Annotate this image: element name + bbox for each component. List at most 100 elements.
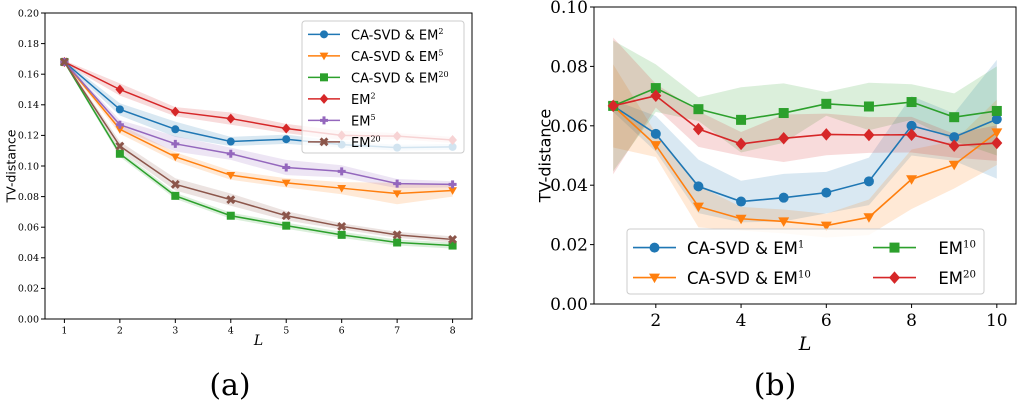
legend-item: CA-SVD & EM10 (633, 269, 811, 288)
x-tick-label: 7 (394, 326, 400, 337)
legend-label-superscript: 20 (963, 269, 976, 280)
data-point (820, 128, 832, 141)
data-point (226, 149, 235, 158)
data-point (393, 238, 402, 247)
legend-marker (319, 93, 329, 104)
series-line (612, 94, 997, 147)
legend-label: CA-SVD & EM20 (351, 70, 449, 86)
legend-label-text: CA-SVD & EM (687, 239, 798, 258)
data-point (282, 135, 291, 144)
data-point (778, 108, 789, 119)
data-point (337, 221, 347, 231)
legend-marker (320, 30, 328, 39)
legend-label: CA-SVD & EM10 (687, 269, 811, 288)
legend-label-superscript: 1 (798, 239, 805, 250)
confidence-band (613, 40, 997, 172)
x-axis-label: L (798, 333, 812, 355)
data-point (392, 190, 402, 198)
x-tick-label: 1 (61, 326, 67, 337)
legend-label: CA-SVD & EM2 (351, 27, 444, 43)
data-point (820, 221, 832, 232)
legend-marker (649, 273, 660, 284)
y-tick-label: 0.06 (18, 223, 39, 234)
legend-label-text: EM (351, 93, 370, 108)
panel-label: (b) (754, 368, 797, 402)
data-point (863, 101, 874, 112)
legend-label-superscript: 10 (963, 239, 976, 250)
confidence-band (64, 60, 453, 205)
data-point (281, 211, 291, 221)
data-point (821, 187, 832, 198)
series-ca-svd-em1 (608, 100, 1002, 207)
data-point (170, 153, 180, 162)
legend-label-superscript: 2 (370, 92, 375, 101)
series-line (612, 87, 997, 121)
data-point (906, 128, 918, 141)
y-tick-label: 0.04 (550, 176, 588, 196)
data-point (650, 141, 662, 151)
data-point (282, 163, 291, 172)
series-em5 (60, 57, 457, 189)
data-point (949, 112, 960, 123)
legend-item: EM20 (873, 269, 976, 288)
data-point (650, 83, 661, 94)
data-point (736, 196, 747, 207)
data-point (115, 105, 124, 114)
chart-panel-b: 2 4 6 8 10 0.00 0.02 0.04 0.06 0.08 0.10 TV-distanc… (536, 0, 1017, 402)
legend-marker (319, 52, 329, 61)
y-tick-label: 0.18 (18, 39, 39, 50)
legend-label-text: CA-SVD & EM (351, 28, 438, 43)
data-point (863, 176, 874, 187)
legend-label-text: CA-SVD & EM (351, 50, 438, 65)
series-line (63, 61, 453, 186)
y-tick-label: 0.04 (18, 253, 39, 264)
x-tick-label: 6 (339, 326, 345, 337)
data-point (906, 97, 917, 108)
x-tick-label: 8 (906, 311, 917, 331)
data-point (448, 187, 457, 195)
legend-item: EM20 (308, 135, 381, 151)
x-tick-label: 4 (736, 311, 747, 331)
data-point (115, 126, 125, 134)
data-point (650, 128, 661, 139)
confidence-band (613, 59, 997, 223)
y-tick-label: 0.20 (18, 8, 39, 19)
data-point (281, 123, 291, 134)
data-point (948, 160, 960, 171)
x-tick-label: 2 (650, 311, 661, 331)
data-point (448, 234, 458, 244)
legend-label-text: EM (938, 269, 963, 288)
confidence-band (64, 60, 453, 243)
y-axis-label: TV-distance (536, 109, 555, 203)
data-point (171, 139, 180, 148)
legend-label-text: EM (351, 114, 370, 129)
y-tick-label: 0.02 (18, 284, 39, 295)
data-point (650, 89, 662, 103)
series-line (612, 105, 998, 227)
x-tick-label: 5 (283, 326, 289, 337)
legend-item: CA-SVD & EM20 (308, 70, 449, 86)
data-point (115, 141, 125, 151)
legend-label: EM20 (938, 269, 976, 288)
legend-label-text: CA-SVD & EM (351, 71, 438, 86)
legend-item: EM10 (873, 239, 976, 258)
axes-frame (593, 6, 1017, 305)
legend-item: CA-SVD & EM1 (633, 239, 804, 258)
data-point (735, 137, 747, 151)
data-point (171, 191, 180, 200)
y-tick-label: 0.08 (550, 57, 588, 77)
data-point (115, 84, 125, 95)
data-point (991, 136, 1003, 150)
y-tick-label: 0.10 (550, 0, 588, 18)
legend-label-superscript: 5 (438, 49, 443, 58)
legend-label-superscript: 20 (438, 70, 448, 79)
series-line (612, 105, 998, 203)
legend-label-superscript: 2 (438, 27, 443, 36)
legend-label-superscript: 10 (798, 269, 811, 280)
data-point (392, 230, 402, 240)
data-point (778, 217, 790, 227)
legend-label-superscript: 5 (370, 113, 375, 122)
data-point (693, 104, 704, 115)
legend-label: CA-SVD & EM1 (687, 239, 804, 258)
